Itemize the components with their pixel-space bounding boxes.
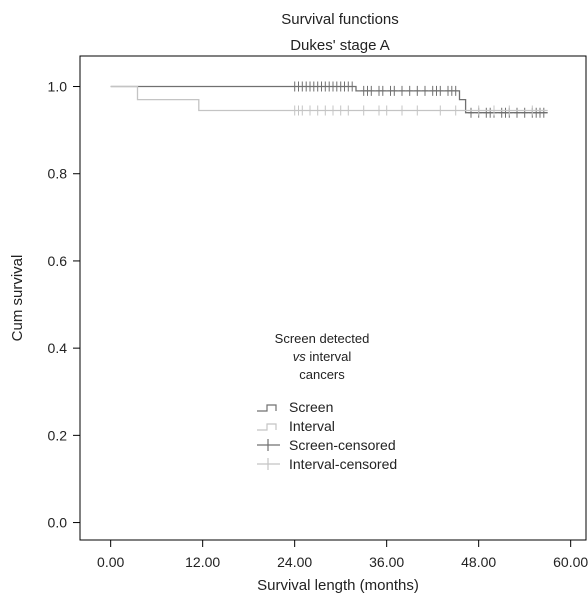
interval-censor-mark: [307, 105, 313, 116]
x-tick-label: 0.00: [97, 554, 124, 570]
legend-title-line-3: cancers: [299, 367, 345, 382]
x-tick-label: 24.00: [277, 554, 312, 570]
interval-censor-mark: [322, 105, 329, 116]
interval-censor-mark: [491, 105, 497, 116]
interval-censor-mark: [414, 105, 421, 116]
screen-censor-mark: [540, 107, 547, 118]
y-tick-label: 0.8: [48, 166, 68, 182]
interval-censor-mark: [376, 105, 382, 116]
interval-censor-mark: [345, 105, 352, 116]
interval-censor-mark: [506, 105, 513, 116]
legend-title-vs: vs: [293, 349, 307, 364]
interval-censor-mark: [299, 105, 306, 116]
y-tick-label: 1.0: [48, 79, 68, 95]
screen-censor-mark: [514, 107, 520, 118]
y-tick-label: 0.2: [48, 427, 68, 443]
legend-screen-swatch: [257, 404, 277, 412]
screen-censor-mark: [349, 81, 356, 92]
screen-censor-mark: [422, 85, 428, 96]
legend-screen-label: Screen: [289, 399, 333, 415]
x-tick-label: 48.00: [461, 554, 496, 570]
y-axis: 0.0 0.2 0.4 0.6 0.8 1.0: [48, 79, 80, 531]
legend-screen-censored-swatch: [257, 439, 280, 451]
screen-censor-mark: [521, 107, 528, 118]
chart-title: Survival functions: [281, 11, 399, 28]
interval-censor-mark: [529, 105, 536, 116]
interval-censor-mark: [399, 105, 405, 116]
x-tick-label: 60.00: [553, 554, 588, 570]
x-tick-label: 36.00: [369, 554, 404, 570]
legend-title-interval: interval: [306, 349, 352, 364]
interval-censor-mark: [330, 105, 336, 116]
interval-censor-mark: [360, 105, 367, 116]
chart-subtitle: Dukes' stage A: [290, 37, 390, 54]
legend-title-line-2: vs interval: [293, 349, 352, 364]
legend-entries: Screen Interval Screen-censored Interval-ce…: [257, 399, 397, 472]
legend-interval-censored-label: Interval-censored: [289, 456, 397, 472]
y-axis-label: Cum survival: [9, 255, 26, 342]
x-tick-label: 12.00: [185, 554, 220, 570]
x-axis: 0.00 12.00 24.00 36.00 48.00 60.00: [97, 540, 588, 570]
legend-interval-censored-swatch: [257, 458, 280, 470]
screen-censor-mark: [406, 85, 413, 96]
screen-censor-mark: [437, 85, 444, 96]
interval-survival-line: [110, 85, 548, 112]
screen-censor-mark: [468, 107, 474, 118]
screen-censor-mark: [414, 85, 421, 96]
interval-censor-mark: [383, 105, 390, 116]
screen-censor-mark: [391, 85, 398, 96]
interval-censor-mark: [314, 105, 321, 116]
y-tick-label: 0.4: [48, 340, 68, 356]
screen-censor-mark: [368, 85, 375, 96]
legend-screen-censored-label: Screen-censored: [289, 437, 396, 453]
series-layer: [110, 81, 548, 118]
interval-censor-mark: [437, 105, 444, 116]
x-axis-label: Survival length (months): [257, 577, 419, 594]
legend-interval-swatch: [257, 423, 277, 431]
y-tick-label: 0.6: [48, 253, 68, 269]
screen-censor-mark: [452, 85, 459, 96]
legend: Screen detected vs interval cancers Scre…: [257, 331, 397, 472]
legend-title-line-1: Screen detected: [275, 331, 370, 346]
legend-interval-label: Interval: [289, 418, 335, 434]
interval-censor-mark: [452, 105, 459, 116]
y-tick-label: 0.0: [48, 515, 68, 531]
interval-censor-mark: [337, 105, 344, 116]
screen-censor-mark: [379, 85, 386, 96]
plot-area-frame: [79, 55, 587, 541]
screen-censor-mark: [399, 85, 405, 96]
interval-censor-mark: [475, 105, 482, 116]
